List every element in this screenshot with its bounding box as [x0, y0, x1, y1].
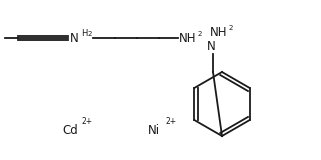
Text: H: H [81, 28, 87, 37]
Text: 2+: 2+ [82, 117, 93, 127]
Text: N: N [70, 32, 79, 44]
Text: Ni: Ni [148, 124, 160, 136]
Text: NH: NH [210, 25, 228, 39]
Text: 2: 2 [198, 31, 202, 37]
Text: NH: NH [179, 32, 196, 44]
Text: N: N [207, 40, 216, 52]
Text: Cd: Cd [62, 124, 78, 136]
Text: 2: 2 [229, 25, 233, 31]
Text: 2+: 2+ [165, 117, 176, 127]
Text: 2: 2 [88, 31, 92, 37]
